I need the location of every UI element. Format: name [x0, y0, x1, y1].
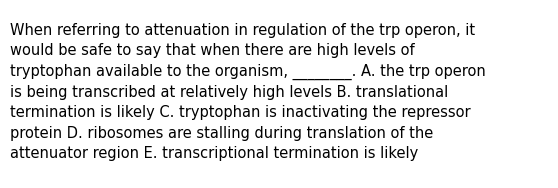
Text: When referring to attenuation in regulation of the trp operon, it
would be safe : When referring to attenuation in regulat… [10, 23, 486, 161]
